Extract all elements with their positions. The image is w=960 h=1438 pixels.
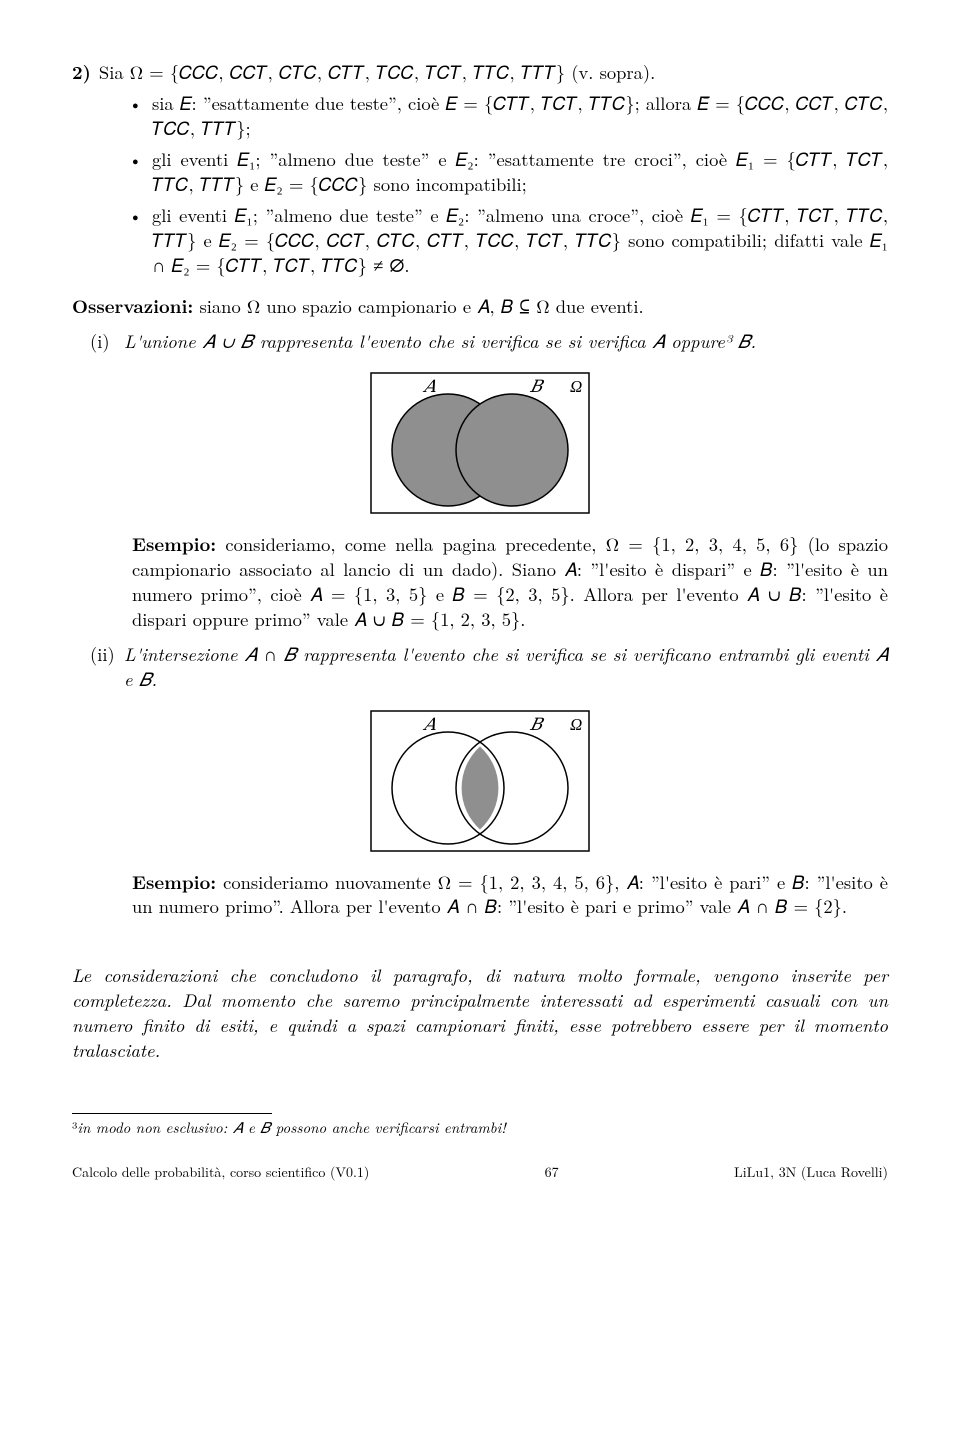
footnote-text: in modo non esclusivo: 𝐴 e 𝐵 possono anc… (77, 1117, 505, 1138)
osservazioni-text: siano Ω uno spazio campionario e 𝐴, 𝐵 ⊆ … (193, 293, 643, 319)
svg-text:Ω: Ω (570, 377, 582, 396)
esempio-ii: Esempio: consideriamo nuovamente Ω = {1,… (132, 870, 888, 920)
svg-text:𝐴: 𝐴 (422, 377, 436, 396)
footnote-rule (72, 1113, 272, 1114)
esempio-i-label: Esempio: (132, 531, 216, 557)
item-2-number: 2) (72, 60, 91, 85)
item-i-body: L'unione 𝐴 ∪ 𝐵 rappresenta l'evento che … (124, 329, 888, 354)
footnote: ³in modo non esclusivo: 𝐴 e 𝐵 possono an… (72, 1118, 888, 1138)
esempio-i-text: consideriamo, come nella pagina preceden… (132, 531, 888, 632)
osservazioni-line: Osservazioni: siano Ω uno spazio campion… (72, 294, 888, 319)
osservazioni-label: Osservazioni: (72, 293, 193, 319)
item-2: 2) Sia Ω = {𝐶𝐶𝐶, 𝐶𝐶𝑇, 𝐶𝑇𝐶, 𝐶𝑇𝑇, 𝑇𝐶𝐶, 𝑇𝐶𝑇… (72, 60, 888, 85)
item-ii: (ii) L'intersezione 𝐴 ∩ 𝐵 rappresenta l'… (90, 642, 888, 692)
footer-right: LiLu1, 3N (Luca Rovelli) (734, 1163, 888, 1182)
svg-text:Ω: Ω (570, 715, 582, 734)
esempio-ii-text: consideriamo nuovamente Ω = {1, 2, 3, 4,… (132, 869, 888, 920)
bullet-icon: ● (132, 91, 152, 114)
venn-intersection-svg: 𝐴𝐵Ω (370, 710, 590, 852)
svg-text:𝐵: 𝐵 (529, 377, 545, 396)
esempio-ii-label: Esempio: (132, 869, 216, 895)
esempio-i: Esempio: consideriamo, come nella pagina… (132, 532, 888, 632)
closing-paragraph: Le considerazioni che concludono il para… (72, 963, 888, 1063)
svg-text:𝐵: 𝐵 (529, 715, 545, 734)
bullet-item: ● sia 𝐸: ”esattamente due teste”, cioè 𝐸… (132, 91, 888, 141)
bullet-item: ● gli eventi 𝐸₁; ”almeno due teste” e 𝐸₂… (132, 203, 888, 278)
venn-union-svg: 𝐴𝐵Ω (370, 372, 590, 514)
bullet-text: sia 𝐸: ”esattamente due teste”, cioè 𝐸 =… (152, 91, 888, 141)
item-ii-body: L'intersezione 𝐴 ∩ 𝐵 rappresenta l'event… (124, 642, 888, 692)
bullet-item: ● gli eventi 𝐸₁; ”almeno due teste” e 𝐸₂… (132, 147, 888, 197)
venn-intersection-diagram: 𝐴𝐵Ω (72, 710, 888, 852)
item-2-text: Sia Ω = {𝐶𝐶𝐶, 𝐶𝐶𝑇, 𝐶𝑇𝐶, 𝐶𝑇𝑇, 𝑇𝐶𝐶, 𝑇𝐶𝑇, 𝑇… (99, 60, 655, 85)
bullet-icon: ● (132, 203, 152, 226)
item-ii-label: (ii) (90, 642, 124, 667)
venn-union-diagram: 𝐴𝐵Ω (72, 372, 888, 514)
item-i: (i) L'unione 𝐴 ∪ 𝐵 rappresenta l'evento … (90, 329, 888, 354)
svg-text:𝐴: 𝐴 (422, 715, 436, 734)
bullet-text: gli eventi 𝐸₁; ”almeno due teste” e 𝐸₂: … (152, 203, 888, 278)
bullet-text: gli eventi 𝐸₁; ”almeno due teste” e 𝐸₂: … (152, 147, 888, 197)
footer-page-number: 67 (545, 1163, 559, 1182)
bullet-list: ● sia 𝐸: ”esattamente due teste”, cioè 𝐸… (132, 91, 888, 278)
footer-left: Calcolo delle probabilità, corso scienti… (72, 1163, 369, 1182)
item-i-label: (i) (90, 329, 124, 354)
page-footer: Calcolo delle probabilità, corso scienti… (72, 1163, 888, 1182)
bullet-icon: ● (132, 147, 152, 170)
